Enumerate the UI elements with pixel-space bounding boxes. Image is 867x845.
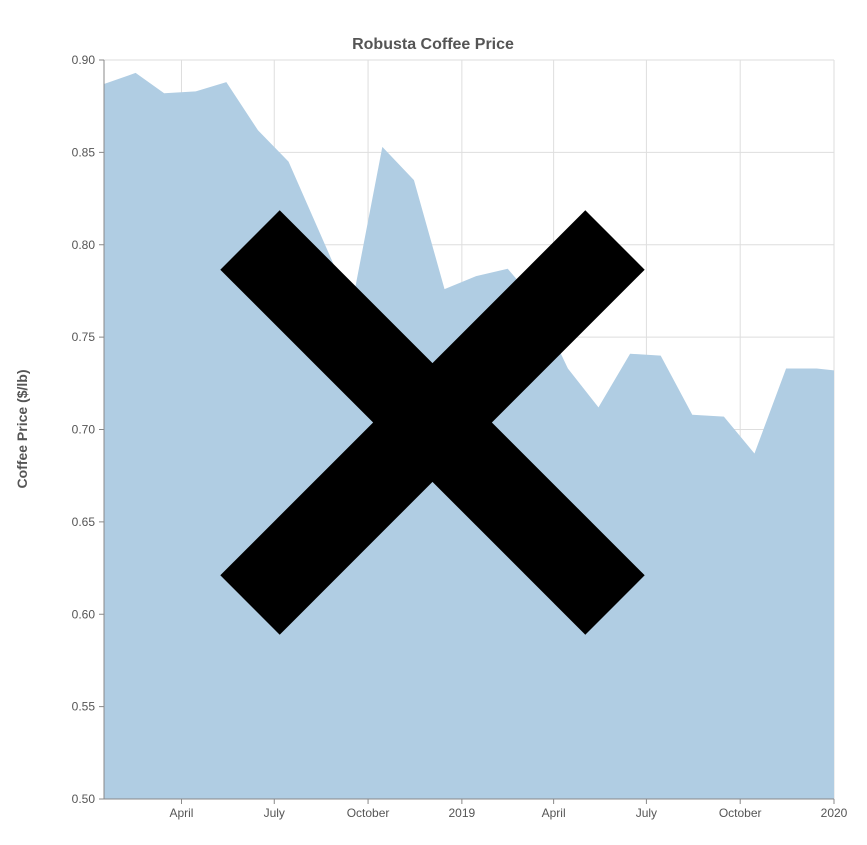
y-axis-label: Coffee Price ($/lb)	[14, 369, 30, 488]
y-tick-label: 0.90	[72, 53, 96, 67]
x-tick-label: July	[636, 806, 657, 820]
y-tick-label: 0.80	[72, 238, 96, 252]
y-tick-label: 0.55	[72, 700, 96, 714]
x-tick-label: 2020	[821, 806, 848, 820]
x-tick-label: April	[542, 806, 566, 820]
x-tick-label: July	[264, 806, 285, 820]
y-tick-label: 0.50	[72, 792, 96, 806]
y-tick-label: 0.65	[72, 515, 96, 529]
x-overlay-icon	[220, 210, 645, 635]
y-tick-label: 0.70	[72, 423, 96, 437]
x-tick-label: October	[719, 806, 762, 820]
y-tick-label: 0.75	[72, 330, 96, 344]
x-tick-label: October	[347, 806, 390, 820]
y-tick-label: 0.60	[72, 607, 96, 621]
chart-title: Robusta Coffee Price	[352, 36, 514, 53]
x-tick-label: 2019	[449, 806, 476, 820]
x-tick-label: April	[169, 806, 193, 820]
y-tick-label: 0.85	[72, 145, 96, 159]
